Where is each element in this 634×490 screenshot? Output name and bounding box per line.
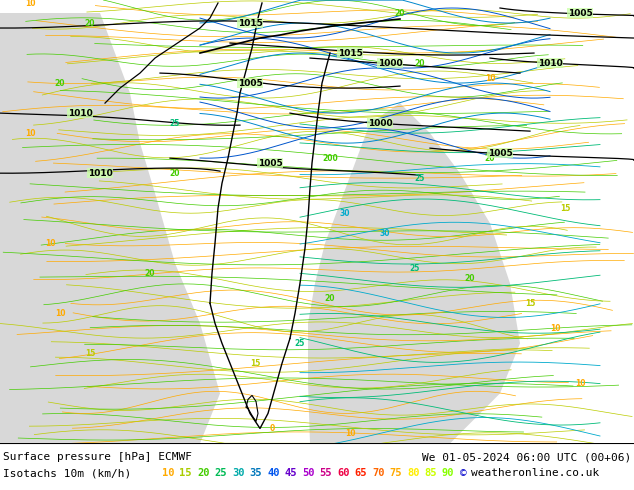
Text: 20: 20	[465, 274, 476, 283]
Text: 15: 15	[85, 349, 95, 358]
Text: 1010: 1010	[68, 109, 93, 118]
Text: 1015: 1015	[238, 19, 262, 27]
Text: 45: 45	[285, 468, 297, 478]
Text: 15: 15	[250, 359, 260, 368]
Text: 1005: 1005	[567, 8, 592, 18]
Text: 35: 35	[250, 468, 262, 478]
Text: 85: 85	[425, 468, 437, 478]
Text: 10: 10	[345, 429, 355, 438]
Text: 60: 60	[337, 468, 349, 478]
Text: 15: 15	[525, 299, 535, 308]
Text: 20: 20	[395, 8, 405, 18]
Text: 70: 70	[372, 468, 384, 478]
Text: 30: 30	[380, 229, 391, 238]
Text: 200: 200	[322, 154, 338, 163]
Text: 30: 30	[232, 468, 245, 478]
Text: 20: 20	[145, 269, 155, 278]
Text: 1005: 1005	[257, 159, 282, 168]
Text: 75: 75	[389, 468, 402, 478]
Text: 1010: 1010	[87, 169, 112, 178]
Text: weatheronline.co.uk: weatheronline.co.uk	[471, 468, 599, 478]
Text: 20: 20	[55, 78, 65, 88]
Text: 1010: 1010	[538, 59, 562, 68]
Text: 25: 25	[410, 264, 420, 273]
Text: ©: ©	[460, 468, 467, 478]
Text: 10: 10	[575, 379, 585, 388]
Text: 10: 10	[45, 239, 55, 248]
Text: 1005: 1005	[238, 78, 262, 88]
Text: 20: 20	[85, 19, 95, 27]
Text: 0: 0	[269, 424, 275, 433]
Text: 1005: 1005	[488, 148, 512, 158]
Text: 65: 65	[354, 468, 367, 478]
Text: 10: 10	[485, 74, 495, 83]
Text: 55: 55	[320, 468, 332, 478]
Text: 20: 20	[325, 294, 335, 303]
Text: 10: 10	[55, 309, 65, 318]
Text: 20: 20	[197, 468, 209, 478]
Text: 40: 40	[267, 468, 280, 478]
Text: 25: 25	[170, 119, 180, 127]
Text: 1000: 1000	[378, 59, 403, 68]
Text: 15: 15	[560, 204, 570, 213]
Text: 15: 15	[179, 468, 192, 478]
Text: 30: 30	[340, 209, 350, 218]
Text: 90: 90	[442, 468, 455, 478]
Text: 10: 10	[25, 129, 36, 138]
Text: 10: 10	[25, 0, 36, 7]
Text: Surface pressure [hPa] ECMWF: Surface pressure [hPa] ECMWF	[3, 452, 192, 463]
Text: 25: 25	[295, 339, 305, 348]
Text: 10: 10	[162, 468, 174, 478]
Text: 20: 20	[485, 154, 495, 163]
Text: Isotachs 10m (km/h): Isotachs 10m (km/h)	[3, 468, 138, 478]
Text: 1000: 1000	[368, 119, 392, 127]
Text: 80: 80	[407, 468, 420, 478]
Text: 25: 25	[415, 173, 425, 183]
Text: We 01-05-2024 06:00 UTC (00+06): We 01-05-2024 06:00 UTC (00+06)	[422, 452, 631, 463]
Text: 10: 10	[550, 324, 560, 333]
Polygon shape	[308, 103, 520, 443]
Text: 20: 20	[170, 169, 180, 178]
Text: 20: 20	[415, 59, 425, 68]
Text: 50: 50	[302, 468, 314, 478]
Polygon shape	[0, 13, 220, 443]
Text: 1015: 1015	[337, 49, 363, 57]
Text: 25: 25	[214, 468, 227, 478]
